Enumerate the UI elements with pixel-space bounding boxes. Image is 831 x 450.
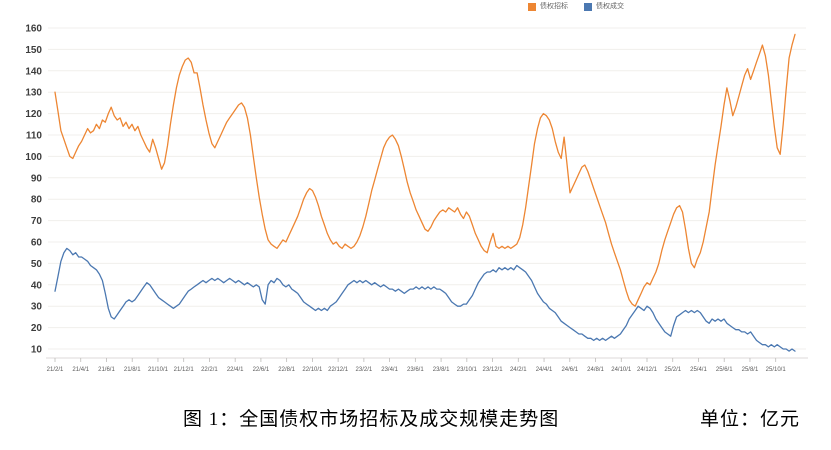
y-axis-label-130: 130 [25, 88, 42, 99]
x-axis-label-22/4/1: 22/4/1 [227, 367, 244, 373]
y-axis-label-10: 10 [31, 345, 43, 356]
x-axis-label-24/10/1: 24/10/1 [611, 367, 632, 373]
y-axis-label-70: 70 [31, 216, 43, 227]
x-axis-label-21/4/1: 21/4/1 [72, 367, 89, 373]
x-axis-label-22/6/1: 22/6/1 [253, 367, 270, 373]
x-axis-label-23/6/1: 23/6/1 [407, 367, 424, 373]
x-axis-label-21/10/1: 21/10/1 [148, 367, 169, 373]
x-axis-label-22/2/1: 22/2/1 [201, 367, 218, 373]
x-axis-label-23/8/1: 23/8/1 [433, 367, 450, 373]
x-axis-label-23/4/1: 23/4/1 [381, 367, 398, 373]
bond-tender-line [54, 33, 796, 307]
y-axis-label-50: 50 [31, 259, 43, 270]
y-axis-label-90: 90 [31, 173, 43, 184]
x-axis-label-22/8/1: 22/8/1 [278, 367, 295, 373]
x-axis-label-23/2/1: 23/2/1 [356, 367, 373, 373]
y-axis-label-80: 80 [31, 195, 43, 206]
y-axis-label-20: 20 [31, 323, 43, 334]
x-axis-label-24/2/1: 24/2/1 [510, 367, 527, 373]
x-axis-label-22/10/1: 22/10/1 [302, 367, 323, 373]
x-axis-label-23/12/1: 23/12/1 [483, 367, 504, 373]
y-axis-label-40: 40 [31, 280, 43, 291]
legend-label-bond-deal: 债权成交 [596, 3, 624, 10]
unit-label: 单位：亿元 [700, 409, 801, 430]
y-axis-label-30: 30 [31, 302, 43, 313]
x-axis-label-21/12/1: 21/12/1 [174, 367, 195, 373]
x-axis-label-25/8/1: 25/8/1 [742, 367, 759, 373]
y-axis-label-160: 160 [25, 24, 42, 35]
x-axis-label-22/12/1: 22/12/1 [328, 367, 349, 373]
x-axis-label-21/2/1: 21/2/1 [47, 367, 64, 373]
chart-legend: 债权招标 债权成交 [528, 2, 624, 12]
x-axis-label-25/6/1: 25/6/1 [716, 367, 733, 373]
y-axis-label-100: 100 [25, 152, 42, 163]
legend-swatch-bond-tender [528, 3, 536, 11]
x-axis-label-25/10/1: 25/10/1 [766, 367, 787, 373]
y-axis-label-110: 110 [26, 131, 43, 142]
y-axis-label-150: 150 [25, 45, 42, 56]
x-axis-label-21/8/1: 21/8/1 [124, 367, 141, 373]
figure-caption: 图 1：全国债权市场招标及成交规模走势图 [183, 409, 560, 430]
x-axis-label-24/6/1: 24/6/1 [561, 367, 578, 373]
bond-deal-line [54, 247, 796, 352]
x-axis-label-24/8/1: 24/8/1 [587, 367, 604, 373]
y-axis-label-120: 120 [25, 109, 42, 120]
x-axis-label-23/10/1: 23/10/1 [457, 367, 478, 373]
y-axis-label-140: 140 [25, 66, 42, 77]
legend-label-bond-tender: 债权招标 [540, 3, 568, 10]
x-axis-label-24/12/1: 24/12/1 [637, 367, 658, 373]
legend-item-bond-tender: 债权招标 [528, 2, 568, 12]
legend-swatch-bond-deal [584, 3, 592, 11]
x-axis-label-21/6/1: 21/6/1 [98, 367, 115, 373]
legend-item-bond-deal: 债权成交 [584, 2, 624, 12]
line-chart: 10 20 30 40 50 60 70 80 90 100 110 120 130 140 150 160 2… [25, 24, 808, 373]
y-axis-label-60: 60 [31, 238, 43, 249]
x-axis-label-24/4/1: 24/4/1 [536, 367, 553, 373]
x-axis-label-25/2/1: 25/2/1 [664, 367, 681, 373]
x-axis-label-25/4/1: 25/4/1 [690, 367, 707, 373]
